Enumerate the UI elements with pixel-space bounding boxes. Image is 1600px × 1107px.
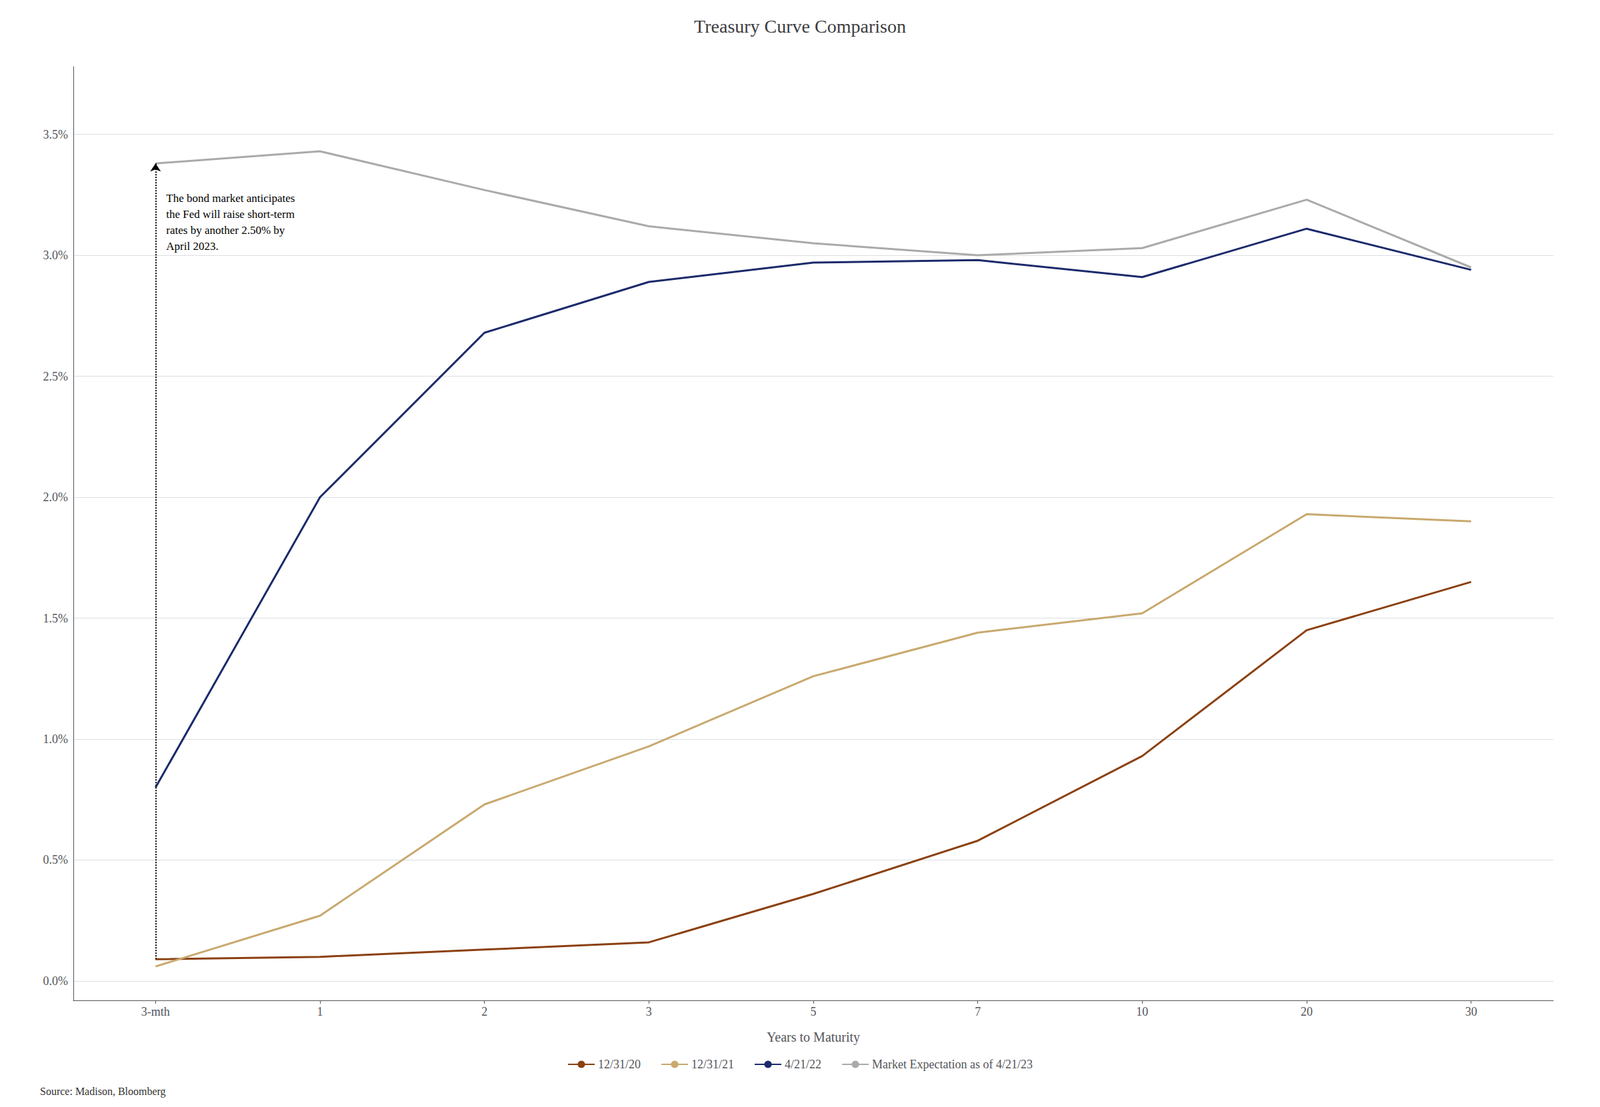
svg-text:Market Expectation as of 4/21/: Market Expectation as of 4/21/23 <box>872 1058 1033 1072</box>
svg-text:4/21/22: 4/21/22 <box>784 1058 822 1072</box>
svg-text:Treasury Curve Comparison: Treasury Curve Comparison <box>694 16 906 37</box>
svg-text:2.0%: 2.0% <box>43 490 69 504</box>
svg-text:April 2023.: April 2023. <box>166 240 218 253</box>
svg-text:7: 7 <box>974 1005 981 1019</box>
svg-text:20: 20 <box>1300 1005 1313 1019</box>
svg-text:3: 3 <box>646 1005 652 1019</box>
svg-text:5: 5 <box>810 1005 817 1019</box>
svg-text:The bond market anticipates: The bond market anticipates <box>166 192 295 205</box>
svg-text:3-mth: 3-mth <box>141 1005 170 1019</box>
svg-text:0.5%: 0.5% <box>43 853 69 867</box>
svg-text:2: 2 <box>481 1005 488 1019</box>
svg-text:1: 1 <box>317 1005 324 1019</box>
svg-text:1.5%: 1.5% <box>43 612 69 626</box>
svg-text:3.0%: 3.0% <box>43 248 69 262</box>
svg-text:30: 30 <box>1465 1005 1478 1019</box>
svg-text:3.5%: 3.5% <box>43 128 69 142</box>
svg-text:0.0%: 0.0% <box>43 974 69 988</box>
svg-text:rates by another 2.50% by: rates by another 2.50% by <box>166 224 285 237</box>
svg-text:Years to Maturity: Years to Maturity <box>766 1030 860 1046</box>
svg-text:12/31/20: 12/31/20 <box>598 1058 641 1072</box>
svg-text:12/31/21: 12/31/21 <box>691 1058 734 1072</box>
svg-text:2.5%: 2.5% <box>43 370 69 384</box>
svg-text:10: 10 <box>1136 1005 1148 1019</box>
svg-text:the Fed will raise short-term: the Fed will raise short-term <box>166 208 295 221</box>
svg-text:Source: Madison, Bloomberg: Source: Madison, Bloomberg <box>40 1086 166 1098</box>
svg-text:1.0%: 1.0% <box>43 732 69 746</box>
